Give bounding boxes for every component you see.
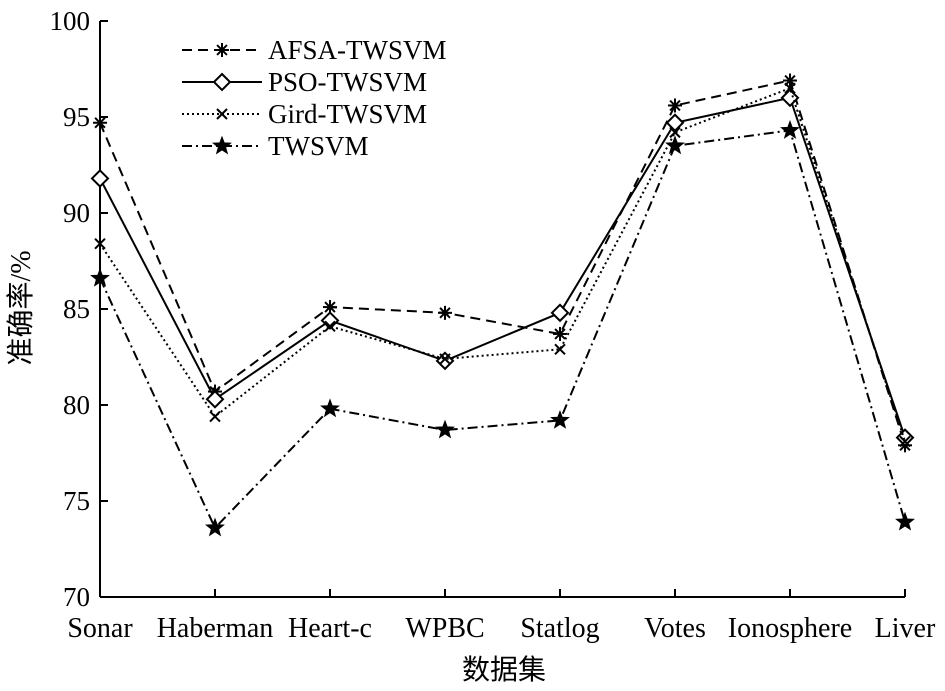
marker-star [780, 119, 800, 139]
marker-star [435, 419, 455, 439]
x-tick-label: Heart-c [288, 613, 372, 644]
marker-diamond [212, 72, 232, 92]
y-tick-label: 100 [50, 6, 91, 36]
marker-diamond [895, 428, 915, 448]
marker-x [94, 238, 106, 250]
marker-diamond [550, 303, 570, 323]
marker-x [439, 353, 451, 365]
marker-asterisk [438, 305, 452, 320]
legend-entry: AFSA-TWSVM [182, 35, 447, 65]
marker-star [550, 409, 570, 429]
series-line [99, 96, 906, 438]
marker-diamond [665, 113, 685, 133]
axes: 70 75 80 85 90 95 100 Sonar Haberman Heart-c WPBC S… [50, 6, 936, 644]
x-axis-label: 数据集 [462, 654, 546, 686]
y-tick-label: 85 [63, 294, 90, 324]
marker-x [669, 126, 681, 139]
y-tick-label: 75 [63, 486, 90, 516]
series-twsvm [90, 119, 915, 537]
marker-star [90, 267, 110, 287]
marker-star [895, 511, 915, 531]
series-gird-twsvm [94, 82, 911, 448]
marker-x [216, 108, 228, 120]
series-line [99, 129, 906, 530]
marker-asterisk [668, 98, 682, 113]
marker-x [209, 410, 221, 423]
marker-star [212, 135, 232, 155]
series-line [99, 79, 906, 446]
x-tick-label: Liver [875, 613, 936, 644]
y-tick-label: 80 [63, 390, 90, 420]
marker-diamond [320, 311, 340, 330]
x-tick-label: Haberman [157, 613, 274, 644]
x-tick-label: Sonar [67, 613, 133, 644]
legend-entry: TWSVM [182, 131, 369, 161]
marker-diamond [780, 88, 800, 108]
legend-label: AFSA-TWSVM [268, 35, 447, 65]
legend-entry: PSO-TWSVM [182, 67, 427, 97]
series-pso-twsvm [90, 88, 915, 448]
marker-x [899, 435, 911, 448]
marker-asterisk [215, 43, 229, 57]
x-tick-label: Statlog [520, 613, 599, 644]
marker-x [784, 82, 796, 94]
marker-asterisk [553, 326, 567, 341]
y-axis-label: 准确率/% [5, 250, 37, 365]
marker-star [665, 135, 685, 155]
legend-label: Gird-TWSVM [268, 99, 427, 129]
legend-entry: Gird-TWSVM [182, 99, 427, 129]
x-tick-label: WPBC [405, 613, 484, 644]
marker-diamond [205, 389, 225, 409]
x-tick-label: Votes [644, 613, 706, 644]
marker-star [320, 398, 340, 418]
marker-x [554, 343, 566, 356]
marker-diamond [435, 351, 455, 371]
marker-asterisk [783, 73, 797, 88]
y-tick-label: 70 [63, 582, 90, 612]
series-layer [90, 73, 915, 537]
marker-x [324, 320, 336, 332]
y-tick-label: 95 [63, 102, 90, 132]
legend-label: PSO-TWSVM [268, 67, 427, 97]
series-line [99, 86, 906, 442]
marker-diamond [90, 169, 110, 188]
marker-asterisk [93, 115, 107, 130]
y-tick-label: 90 [63, 198, 90, 228]
x-tick-label: Ionosphere [728, 613, 852, 644]
marker-star [205, 517, 225, 537]
legend-label: TWSVM [268, 131, 369, 161]
